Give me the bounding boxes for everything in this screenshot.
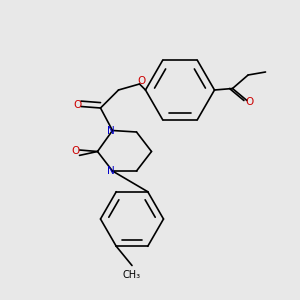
Text: O: O	[245, 97, 254, 107]
Text: O: O	[71, 146, 79, 156]
Text: CH₃: CH₃	[123, 270, 141, 280]
Text: O: O	[137, 76, 145, 86]
Text: N: N	[107, 125, 115, 136]
Text: N: N	[107, 166, 115, 176]
Text: O: O	[73, 100, 82, 110]
